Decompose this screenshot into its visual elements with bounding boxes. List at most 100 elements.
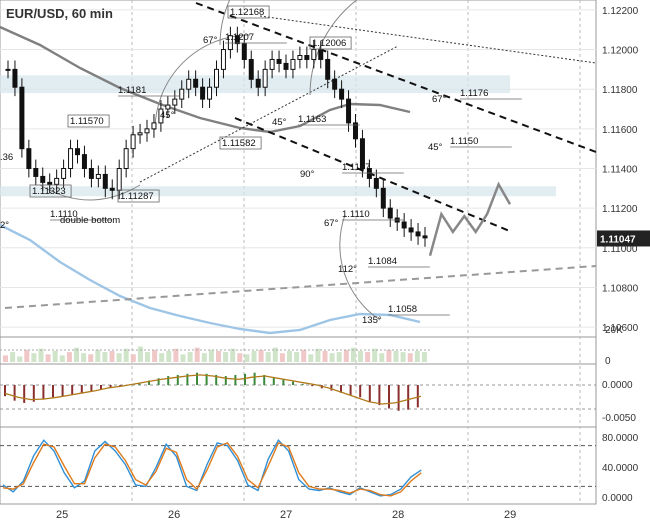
candle-body: [248, 58, 254, 80]
candle-body: [95, 173, 101, 179]
double-bottom-arc: [39, 184, 141, 201]
volume-bar: [393, 351, 399, 362]
y-tick-label: 80.0000: [602, 433, 639, 444]
volume-bar: [166, 351, 172, 362]
candle-body: [359, 138, 365, 170]
candle-body: [255, 78, 261, 88]
stochastic-series: [0, 439, 596, 497]
level-annotation: 1.11323: [32, 186, 66, 197]
gridlines: [0, 0, 596, 504]
volume-bar: [244, 354, 250, 362]
level-annotation: 1.1163: [298, 114, 326, 125]
level-annotation: 1.1176: [460, 88, 488, 99]
candle-body: [26, 148, 32, 169]
volume-bar: [407, 353, 413, 362]
volume-bar: [66, 352, 72, 362]
volume-bar: [400, 352, 406, 362]
candle-body: [33, 168, 39, 177]
candle-body: [151, 122, 157, 130]
candle-body: [214, 68, 219, 88]
volume-bar: [265, 352, 271, 362]
candle-body: [165, 104, 171, 110]
volume-bar: [152, 349, 158, 362]
stochastic-k-line: [2, 439, 422, 497]
volume-bar: [81, 353, 87, 362]
candle-body: [179, 88, 185, 100]
level-annotation: double bottom: [60, 215, 120, 226]
x-tick-label: 28: [392, 509, 404, 521]
level-annotation: 67°: [324, 218, 339, 229]
candle-body: [109, 187, 115, 191]
candle-body: [12, 68, 18, 88]
y-tick-label: 1.10600: [602, 323, 639, 334]
candle-body: [137, 132, 143, 136]
candle-body: [75, 148, 80, 156]
candle-body: [422, 235, 428, 239]
volume-bar: [109, 351, 115, 362]
volume-bar: [116, 353, 122, 362]
candle-body: [116, 168, 122, 191]
candle-body: [297, 55, 303, 60]
volume-bar: [194, 347, 200, 362]
annotation-labels: 1.12168 1.1207 1.12006 1.1181 1.11570 1.1163 1…: [0, 5, 522, 326]
trendline-thin: [259, 15, 597, 64]
volume-bar: [201, 353, 207, 362]
macd-signal-line: [4, 374, 422, 405]
support-zone: [0, 186, 556, 197]
candle-body: [318, 49, 324, 60]
y-tick-label: 1.12000: [602, 46, 639, 57]
candle-body: [353, 122, 358, 140]
annotation-box: [227, 5, 270, 19]
volume-bar: [223, 352, 229, 362]
level-annotation: 1.1207: [225, 32, 254, 43]
candle-body: [123, 148, 129, 169]
volume-bar: [187, 352, 193, 362]
volume-bar: [31, 353, 37, 362]
candle-body: [332, 78, 338, 90]
volume-bar: [159, 353, 165, 362]
volume-bar: [102, 352, 108, 362]
level-annotation: 1.11582: [222, 138, 256, 149]
volume-bar: [216, 351, 221, 362]
volume-bar: [414, 351, 420, 362]
volume-bar: [343, 349, 349, 362]
volume-bar: [279, 353, 285, 362]
candle-body: [380, 187, 386, 209]
candle-body: [241, 43, 247, 60]
volume-bar: [237, 353, 243, 362]
level-annotation: 1.1150: [450, 136, 478, 147]
volume-bar: [372, 348, 378, 362]
x-tick-label: 27: [280, 509, 292, 521]
candle-body: [366, 168, 372, 179]
candle-body: [200, 86, 206, 100]
x-tick-label: 29: [504, 509, 516, 521]
annotation-box: [219, 136, 262, 150]
level-annotation: 1.11570: [70, 116, 104, 127]
volume-bar: [74, 347, 79, 362]
chart-title: EUR/USD, 60 min: [6, 6, 113, 21]
volume-bar: [258, 349, 264, 362]
candle-body: [207, 86, 213, 100]
level-annotation: 112°: [338, 264, 357, 275]
level-annotation: .36: [0, 152, 13, 163]
volume-bar: [24, 349, 30, 362]
candle-body: [401, 221, 407, 229]
candle-body: [220, 49, 226, 70]
y-tick-label: 1.11000: [602, 244, 638, 255]
candle-body: [290, 58, 296, 70]
volume-bar: [251, 351, 257, 362]
level-annotation: 1.1110: [50, 209, 78, 220]
volume-bar: [322, 351, 328, 362]
volume-bar: [123, 348, 129, 362]
y-tick-label: 1.11800: [602, 85, 638, 96]
volume-bar: [287, 351, 292, 362]
volume-bar: [38, 348, 44, 362]
level-annotation: 1.1137: [342, 162, 370, 173]
level-annotation: 67°: [203, 35, 218, 46]
level-annotation: 1.1181: [118, 85, 146, 96]
candle-body: [102, 173, 108, 189]
volume-bar: [336, 352, 342, 362]
level-annotation: 1.12168: [230, 7, 264, 18]
fibonacci-arc: [309, 0, 358, 96]
